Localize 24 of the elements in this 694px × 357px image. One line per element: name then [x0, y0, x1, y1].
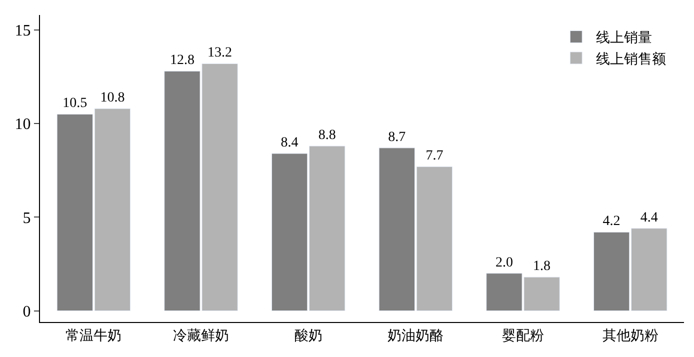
- data-label: 13.2: [208, 46, 232, 61]
- data-label: 10.8: [100, 90, 125, 106]
- x-tick-label: 其他奶粉: [602, 328, 658, 344]
- data-label: 10.5: [62, 96, 88, 112]
- legend-label: 线上销量: [596, 30, 652, 46]
- x-tick-label: 冷藏鲜奶: [173, 328, 229, 344]
- data-label: 2.0: [495, 255, 513, 270]
- x-tick-label: 酸奶: [294, 328, 322, 344]
- data-label: 8.8: [318, 128, 336, 144]
- legend-label: 线上销售额: [596, 51, 666, 68]
- data-label: 7.7: [426, 148, 444, 164]
- x-tick-label: 婴配粉: [502, 328, 544, 344]
- data-label: 12.8: [170, 53, 194, 68]
- x-tick-label: 常温牛奶: [66, 328, 122, 344]
- y-tick-label: 10: [14, 116, 31, 134]
- y-tick-label: 15: [14, 22, 31, 40]
- y-tick-label: 0: [22, 303, 31, 320]
- data-label: 4.2: [602, 214, 620, 230]
- y-tick-label: 5: [22, 210, 31, 227]
- data-label: 8.4: [280, 136, 298, 151]
- data-label: 1.8: [533, 259, 551, 274]
- data-label: 8.7: [388, 130, 406, 145]
- data-label: 4.4: [640, 210, 658, 226]
- x-tick-label: 奶油奶酪: [388, 328, 444, 344]
